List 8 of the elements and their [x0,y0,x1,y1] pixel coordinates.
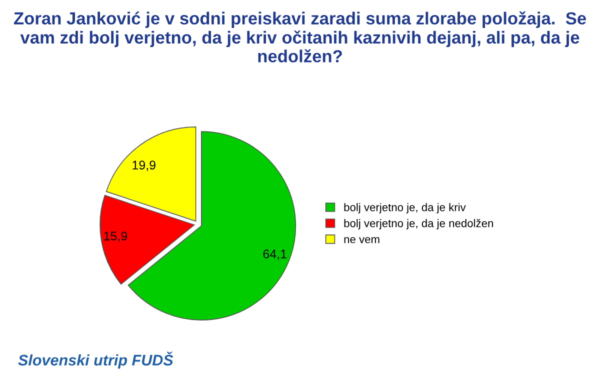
legend-label: bolj verjetno je, da je kriv [344,203,466,214]
chart-title: Zoran Janković je v sodni preiskavi zaradi suma zlorabe položaja. Se vam zdi bolj verjetno, da je kriv očitanih kaznivih dejanj, ali pa, da je nedolžen? [14,11,586,62]
data-label: 15,9 [104,232,127,242]
legend-label: ne vem [344,237,380,244]
legend-label: bolj verjetno je, da je nedolžen [344,219,493,230]
data-label: 64,1 [263,250,286,260]
data-label: 19,9 [132,160,156,171]
text: Slovenski utrip FUDŠ [18,352,174,369]
